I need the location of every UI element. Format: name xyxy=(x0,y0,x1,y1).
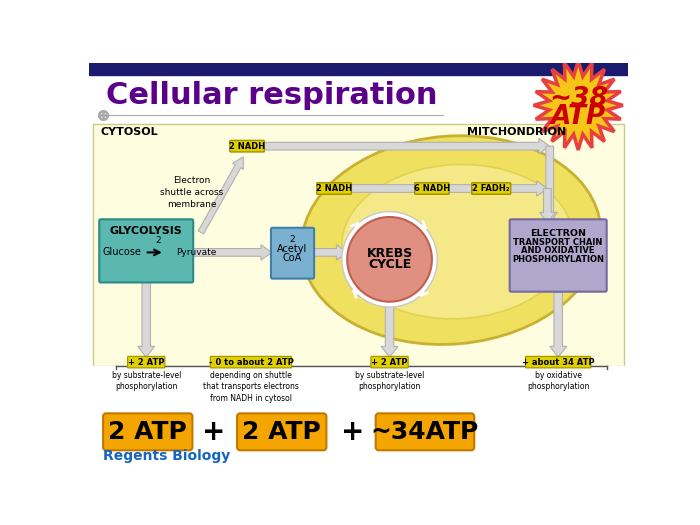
Text: ~38: ~38 xyxy=(549,86,608,112)
FancyBboxPatch shape xyxy=(99,219,193,282)
Text: Electron
shuttle across
membrane: Electron shuttle across membrane xyxy=(160,176,223,208)
Text: AND OXIDATIVE: AND OXIDATIVE xyxy=(522,246,595,255)
Text: Regents Biology: Regents Biology xyxy=(103,449,230,463)
Bar xyxy=(90,75,629,124)
Text: ATP: ATP xyxy=(551,104,606,130)
Polygon shape xyxy=(314,245,347,260)
Text: CYTOSOL: CYTOSOL xyxy=(101,127,158,136)
Bar xyxy=(90,63,629,75)
Polygon shape xyxy=(198,157,244,234)
Text: + 2 ATP: + 2 ATP xyxy=(128,358,164,367)
Bar xyxy=(90,413,629,467)
Text: PHOSPHORYLATION: PHOSPHORYLATION xyxy=(512,255,604,264)
Ellipse shape xyxy=(347,217,432,302)
Polygon shape xyxy=(193,245,272,260)
Text: CYCLE: CYCLE xyxy=(368,258,411,271)
Text: + 2 ATP: + 2 ATP xyxy=(371,358,408,367)
Text: KREBS: KREBS xyxy=(366,247,413,260)
Text: by substrate-level
phosphorylation: by substrate-level phosphorylation xyxy=(111,371,181,392)
Text: CoA: CoA xyxy=(283,253,302,263)
Polygon shape xyxy=(542,146,557,223)
Text: 2: 2 xyxy=(155,236,162,245)
Text: 2 NADH: 2 NADH xyxy=(316,184,352,193)
Text: +: + xyxy=(341,418,364,446)
Text: MITCHONDRION: MITCHONDRION xyxy=(466,127,566,136)
Text: - 0 to about 2 ATP: - 0 to about 2 ATP xyxy=(209,358,293,367)
Text: TRANSPORT CHAIN: TRANSPORT CHAIN xyxy=(514,238,603,247)
Polygon shape xyxy=(533,61,623,150)
FancyBboxPatch shape xyxy=(317,183,351,194)
Text: Pyruvate: Pyruvate xyxy=(176,248,216,257)
Polygon shape xyxy=(540,188,555,223)
Text: + about 34 ATP: + about 34 ATP xyxy=(522,358,594,367)
Bar xyxy=(90,366,629,467)
Polygon shape xyxy=(255,139,550,154)
FancyBboxPatch shape xyxy=(230,140,265,152)
FancyBboxPatch shape xyxy=(472,183,511,194)
Polygon shape xyxy=(550,292,567,357)
FancyBboxPatch shape xyxy=(414,183,449,194)
Polygon shape xyxy=(332,181,547,196)
Text: 2: 2 xyxy=(290,235,295,244)
FancyBboxPatch shape xyxy=(376,413,475,450)
Polygon shape xyxy=(381,303,398,357)
Text: Acetyl: Acetyl xyxy=(277,244,308,254)
Text: 2 ATP: 2 ATP xyxy=(108,420,187,444)
Text: +: + xyxy=(202,418,225,446)
Text: depending on shuttle
that transports electrons
from NADH in cytosol: depending on shuttle that transports ele… xyxy=(203,371,299,403)
Text: by oxidative
phosphorylation: by oxidative phosphorylation xyxy=(527,371,589,392)
FancyBboxPatch shape xyxy=(103,413,192,450)
Text: 2 ATP: 2 ATP xyxy=(242,420,321,444)
Text: Glucose: Glucose xyxy=(102,247,141,257)
Text: Cellular respiration: Cellular respiration xyxy=(106,81,437,110)
FancyBboxPatch shape xyxy=(210,356,292,368)
Text: 2 FADH₂: 2 FADH₂ xyxy=(473,184,510,193)
Text: 2 NADH: 2 NADH xyxy=(229,142,265,151)
FancyBboxPatch shape xyxy=(237,413,326,450)
Polygon shape xyxy=(138,282,155,357)
FancyBboxPatch shape xyxy=(526,356,591,368)
Text: GLYCOLYSIS: GLYCOLYSIS xyxy=(110,226,183,236)
FancyBboxPatch shape xyxy=(510,219,607,292)
FancyBboxPatch shape xyxy=(127,356,165,368)
Text: by substrate-level
phosphorylation: by substrate-level phosphorylation xyxy=(355,371,424,392)
FancyBboxPatch shape xyxy=(271,228,314,279)
Ellipse shape xyxy=(301,136,601,344)
Ellipse shape xyxy=(342,212,438,307)
Text: ~34ATP: ~34ATP xyxy=(371,420,479,444)
Bar xyxy=(93,124,624,366)
Ellipse shape xyxy=(342,164,573,319)
Text: 6 NADH: 6 NADH xyxy=(414,184,450,193)
FancyBboxPatch shape xyxy=(371,356,408,368)
Text: ELECTRON: ELECTRON xyxy=(530,229,586,238)
